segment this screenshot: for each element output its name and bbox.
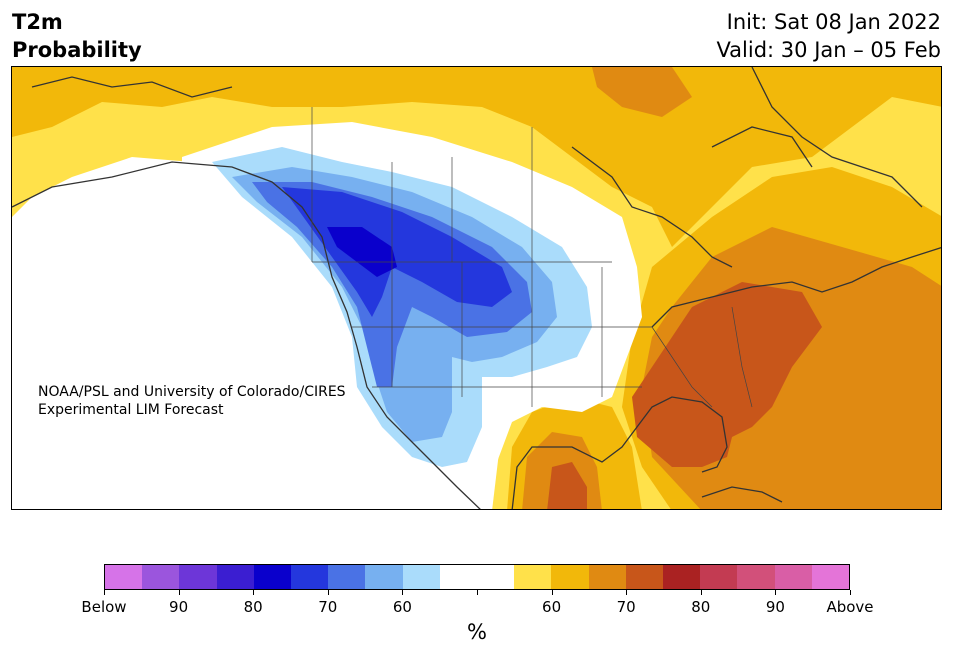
colorbar-tick-label: 90	[169, 598, 189, 616]
colorbar-tick-mark	[551, 590, 553, 595]
colorbar-tick-mark	[253, 590, 255, 595]
forecast-dates: Init: Sat 08 Jan 2022 Valid: 30 Jan – 05…	[716, 8, 941, 64]
colorbar-tick-mark	[850, 590, 851, 595]
colorbar-tick-mark	[775, 590, 777, 595]
title-line-1: T2m	[12, 10, 63, 34]
colorbar-swatch	[588, 565, 626, 589]
credit-line-1: NOAA/PSL and University of Colorado/CIRE…	[38, 384, 346, 400]
map-title: T2m Probability	[12, 8, 142, 64]
map-canvas	[12, 67, 941, 509]
colorbar-tick-label: 80	[691, 598, 711, 616]
colorbar-swatch	[477, 565, 515, 589]
colorbar-swatch	[253, 565, 292, 589]
above-75-southeast	[632, 282, 822, 467]
colorbar-tick-mark	[104, 590, 105, 595]
above-70-arctic	[592, 67, 692, 117]
colorbar-tick-mark	[626, 590, 628, 595]
probability-colorbar	[104, 564, 850, 590]
credit-text: NOAA/PSL and University of Colorado/CIRE…	[38, 383, 346, 419]
colorbar-swatch	[365, 565, 403, 589]
colorbar-tick-label: 70	[318, 598, 338, 616]
colorbar-swatch	[625, 565, 664, 589]
above-75-mexico	[547, 462, 587, 509]
colorbar-swatch	[291, 565, 329, 589]
colorbar-tick-label: Above	[826, 598, 874, 616]
probability-map	[11, 66, 942, 510]
colorbar-swatch	[216, 565, 254, 589]
colorbar-swatch	[737, 565, 775, 589]
state-borders	[311, 107, 753, 408]
below-75-region	[282, 187, 512, 317]
colorbar-swatch	[328, 565, 366, 589]
colorbar-swatch	[700, 565, 738, 589]
colorbar-tick-label: 60	[542, 598, 562, 616]
colorbar-tick-mark	[402, 590, 404, 595]
colorbar-swatch	[142, 565, 180, 589]
colorbar-tick-label: 70	[616, 598, 636, 616]
colorbar-tick-mark	[178, 590, 180, 595]
colorbar-tick-label: 80	[243, 598, 263, 616]
colorbar-tick-mark	[477, 590, 478, 595]
colorbar-tick-mark	[327, 590, 329, 595]
unit-label: %	[467, 620, 487, 644]
colorbar-swatch	[514, 565, 552, 589]
colorbar-swatch	[811, 565, 850, 589]
valid-period: Valid: 30 Jan – 05 Feb	[716, 38, 941, 62]
below-80-region	[327, 227, 397, 277]
colorbar-tick-mark	[700, 590, 702, 595]
colorbar-swatch	[439, 565, 478, 589]
init-date: Init: Sat 08 Jan 2022	[726, 10, 941, 34]
colorbar-swatch	[663, 565, 701, 589]
colorbar-swatch	[774, 565, 812, 589]
colorbar-swatch	[105, 565, 143, 589]
above-65-north	[12, 67, 941, 247]
colorbar-swatch	[551, 565, 589, 589]
colorbar-tick-label: Below	[81, 598, 127, 616]
colorbar-swatch	[402, 565, 440, 589]
colorbar-tick-label: 60	[392, 598, 412, 616]
coastlines	[12, 67, 941, 509]
title-line-2: Probability	[12, 38, 142, 62]
colorbar-tick-label: 90	[765, 598, 785, 616]
credit-line-2: Experimental LIM Forecast	[38, 402, 224, 418]
colorbar-swatch	[179, 565, 217, 589]
